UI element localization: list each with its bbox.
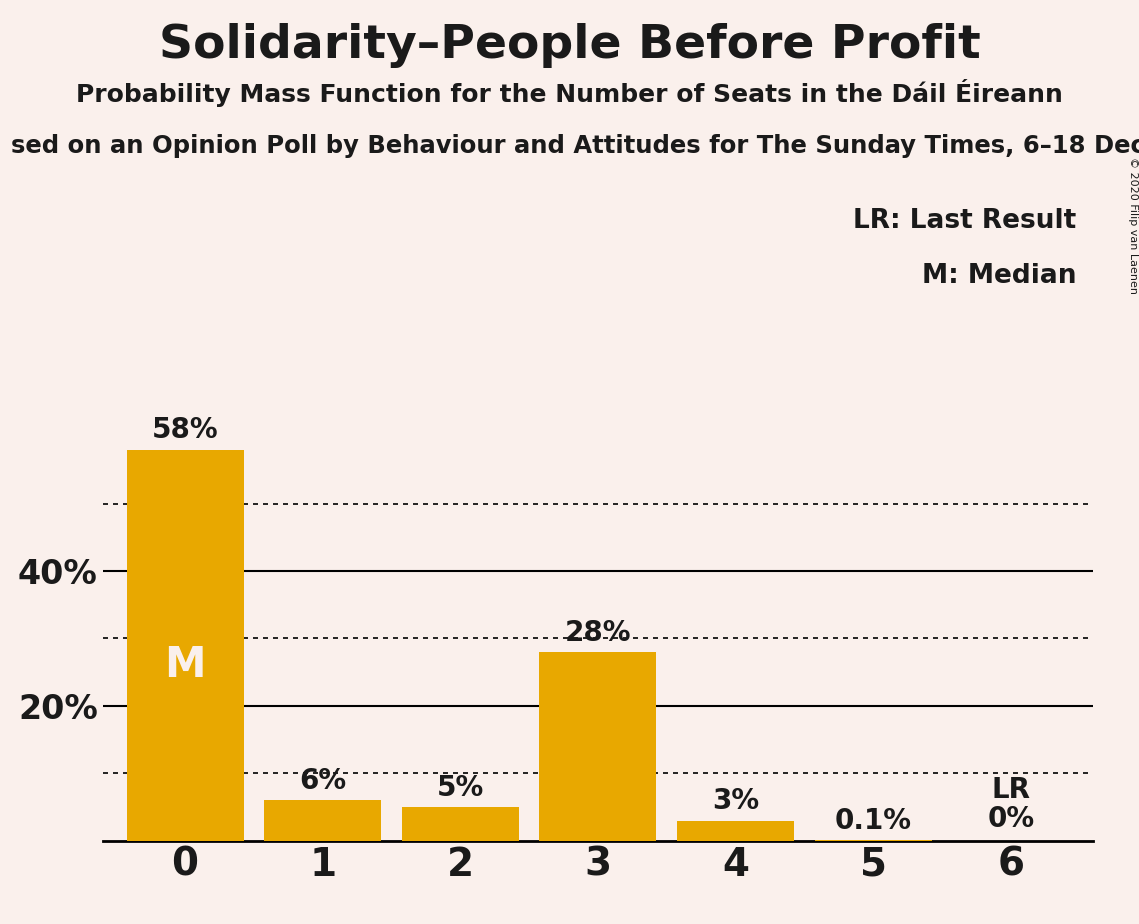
Text: Solidarity–People Before Profit: Solidarity–People Before Profit — [158, 23, 981, 68]
Text: 0%: 0% — [988, 805, 1034, 833]
Text: M: Median: M: Median — [921, 263, 1076, 289]
Text: M: M — [164, 644, 206, 687]
Text: LR: Last Result: LR: Last Result — [853, 208, 1076, 234]
Bar — [540, 652, 656, 841]
Bar — [264, 800, 382, 841]
Text: © 2020 Filip van Laenen: © 2020 Filip van Laenen — [1129, 157, 1138, 294]
Bar — [677, 821, 794, 841]
Text: 6%: 6% — [300, 767, 346, 795]
Text: 0.1%: 0.1% — [835, 807, 911, 834]
Text: 3%: 3% — [712, 787, 760, 815]
Text: 28%: 28% — [565, 618, 631, 647]
Text: 58%: 58% — [151, 416, 219, 444]
Bar — [402, 807, 519, 841]
Text: LR: LR — [991, 776, 1031, 804]
Text: Probability Mass Function for the Number of Seats in the Dáil Éireann: Probability Mass Function for the Number… — [76, 79, 1063, 106]
Text: 5%: 5% — [436, 773, 484, 802]
Text: sed on an Opinion Poll by Behaviour and Attitudes for The Sunday Times, 6–18 Dec: sed on an Opinion Poll by Behaviour and … — [11, 134, 1139, 158]
Bar — [126, 450, 244, 841]
